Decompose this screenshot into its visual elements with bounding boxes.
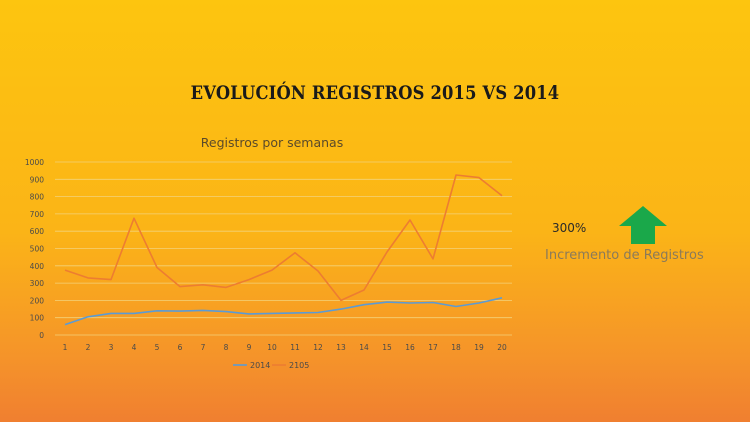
y-tick-label: 500: [30, 245, 45, 254]
series-line-2105: [64, 174, 503, 302]
x-tick-label: 7: [201, 343, 206, 352]
x-tick-label: 16: [405, 343, 415, 352]
y-tick-label: 700: [30, 210, 45, 219]
x-tick-label: 8: [224, 343, 229, 352]
x-tick-label: 15: [382, 343, 392, 352]
increment-label: Incremento de Registros: [545, 248, 704, 263]
x-tick-label: 18: [451, 343, 461, 352]
x-tick-label: 17: [428, 343, 438, 352]
x-tick-label: 5: [155, 343, 160, 352]
legend-label: 2014: [250, 361, 270, 370]
y-tick-label: 300: [30, 279, 45, 288]
x-tick-label: 20: [497, 343, 507, 352]
x-tick-label: 1: [63, 343, 68, 352]
chart-grid: [55, 161, 512, 336]
chart-series: [64, 174, 503, 326]
y-tick-label: 900: [30, 175, 45, 184]
x-tick-label: 11: [290, 343, 300, 352]
chart-title: Registros por semanas: [201, 135, 343, 150]
y-tick-label: 600: [30, 227, 45, 236]
increment-value: 300%: [552, 221, 587, 235]
slide-title: EVOLUCIÓN REGISTROS 2015 VS 2014: [190, 82, 560, 104]
x-tick-label: 10: [267, 343, 277, 352]
series-line-2014: [64, 297, 503, 326]
y-axis-ticks: 0 100 200 300 400 500 600 700 800 900 1000: [25, 158, 44, 340]
y-tick-label: 0: [39, 331, 44, 340]
x-tick-label: 12: [313, 343, 323, 352]
x-tick-label: 19: [474, 343, 484, 352]
x-axis-ticks: 1 2 3 4 5 6 7 8 9 10 11 12 13 14 15 16 17 18 19 20: [63, 343, 507, 352]
y-tick-label: 800: [30, 193, 45, 202]
x-tick-label: 3: [109, 343, 114, 352]
x-tick-label: 9: [247, 343, 252, 352]
chart-legend: 2014 2105: [233, 361, 309, 370]
x-tick-label: 6: [178, 343, 183, 352]
up-arrow-icon: [619, 206, 667, 244]
legend-label: 2105: [289, 361, 309, 370]
y-tick-label: 100: [30, 314, 45, 323]
x-tick-label: 13: [336, 343, 346, 352]
y-tick-label: 400: [30, 262, 45, 271]
y-tick-label: 1000: [25, 158, 44, 167]
x-tick-label: 2: [86, 343, 91, 352]
x-tick-label: 14: [359, 343, 369, 352]
x-tick-label: 4: [132, 343, 137, 352]
y-tick-label: 200: [30, 296, 45, 305]
